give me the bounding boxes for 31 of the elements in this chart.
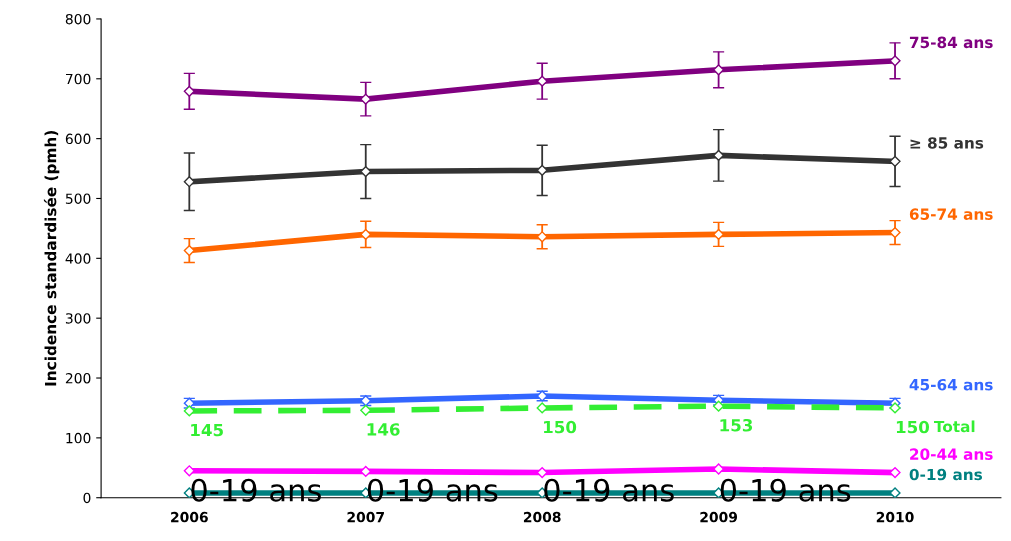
series-label: 75-84 ans: [909, 36, 993, 49]
point: [183, 244, 195, 257]
series-label: 20-44 ans: [910, 448, 993, 460]
y-tick-label: 500: [65, 193, 91, 204]
x-tick-label: 2009: [700, 511, 738, 523]
x-tick-label: 2007: [347, 511, 384, 523]
data-label: 150: [896, 420, 930, 434]
series-label: 0-19 ans: [909, 468, 983, 481]
data-label: 145: [191, 423, 223, 437]
point: [183, 465, 195, 477]
x-tick-label: 2010: [876, 511, 914, 523]
series-label: ≥ 85 ans: [910, 137, 984, 149]
y-tick-label: 800: [65, 13, 91, 25]
data-label: 153: [720, 418, 753, 432]
data-label: 150: [544, 420, 577, 434]
series-label: 65-74 ans: [909, 208, 993, 220]
y-tick-label: 300: [65, 313, 91, 324]
x-tick-label: 2008: [523, 511, 561, 523]
data-label: 146: [367, 423, 400, 436]
y-tick-label: 0: [83, 492, 91, 504]
series-label: 45-64 ans: [909, 378, 993, 391]
y-tick-label: 600: [65, 133, 91, 145]
x-tick-label: 2006: [171, 511, 208, 523]
y-tick-label: 700: [66, 73, 91, 85]
y-axis-title: Incidence standardisée (pmh): [43, 131, 60, 386]
y-tick-label: 200: [65, 372, 91, 384]
point: [183, 176, 195, 188]
y-tick-label: 400: [65, 253, 91, 264]
text: Total: [934, 420, 975, 433]
y-tick-label: 100: [66, 432, 91, 444]
point: [183, 85, 195, 97]
